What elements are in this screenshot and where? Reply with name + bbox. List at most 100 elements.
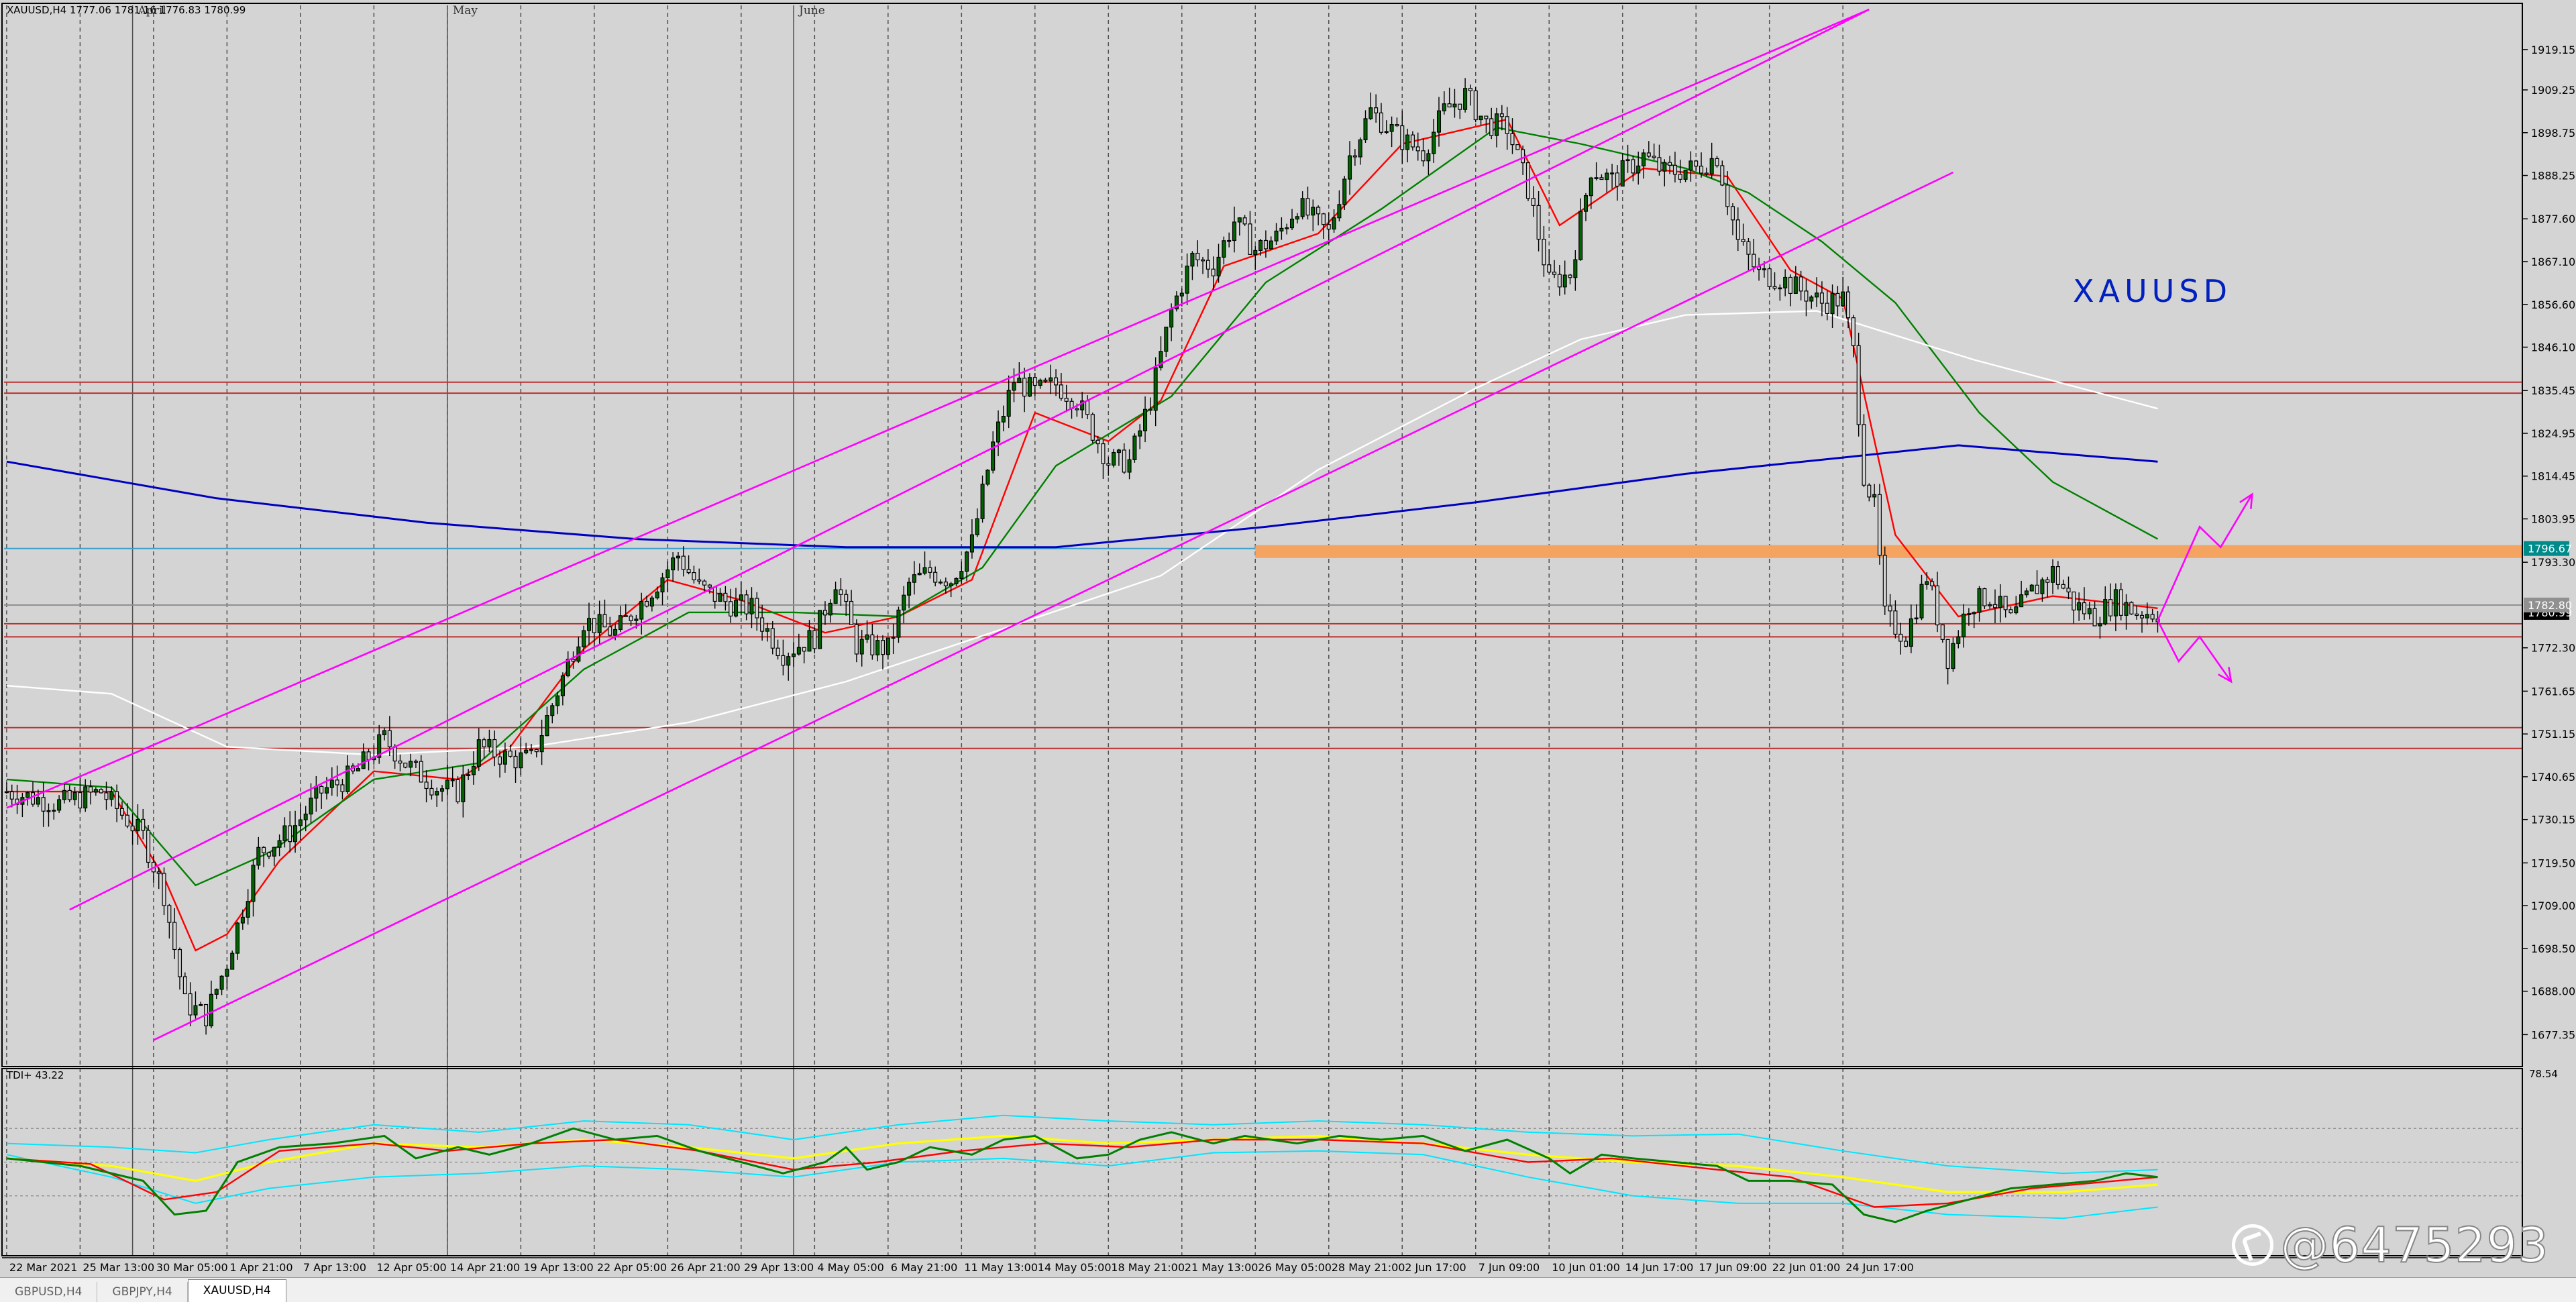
candle-body — [891, 637, 896, 639]
candle-body — [1835, 292, 1840, 307]
tick-label: 1751.15 — [2531, 728, 2575, 741]
candle-body — [938, 582, 943, 584]
candle-body — [1127, 459, 1132, 473]
tdi-fast-line — [6, 1127, 2158, 1224]
candle-body — [1342, 178, 1347, 205]
candle-body — [2077, 602, 2082, 611]
candle-body — [1872, 494, 1877, 498]
moving-average-line — [6, 126, 2159, 887]
tick-label: 1677.35 — [2531, 1028, 2575, 1041]
candle-body — [2045, 579, 2050, 583]
candle-body — [1295, 216, 1299, 220]
candle-body — [844, 594, 849, 602]
candle-body — [985, 470, 990, 485]
candle-body — [141, 818, 146, 831]
candle-body — [450, 779, 455, 781]
candle-body — [1263, 239, 1268, 250]
tab-gbpjpy[interactable]: GBPJPY,H4 — [97, 1282, 188, 1302]
watermark-text: @6475293 — [2279, 1216, 2549, 1274]
tick-label: 1730.15 — [2531, 814, 2575, 826]
price-tag-label: 1796.67 — [2528, 543, 2572, 555]
candle-body — [1799, 276, 1803, 292]
candle-body — [1321, 213, 1326, 225]
candle-body — [1179, 292, 1184, 296]
candle-body — [2019, 594, 2024, 608]
candle-body — [802, 647, 806, 652]
candle-body — [760, 617, 765, 632]
candle-body — [2040, 579, 2045, 594]
tdi-label: TDI+ 43.22 — [6, 1069, 64, 1081]
tab-gbpusd[interactable]: GBPUSD,H4 — [0, 1282, 98, 1302]
candle-body — [597, 614, 602, 633]
candle-body — [282, 825, 287, 841]
candle-body — [1379, 112, 1383, 133]
candle-body — [4, 791, 9, 794]
candle-body — [266, 852, 271, 857]
candle-body — [880, 640, 885, 655]
candle-body — [435, 791, 439, 796]
moving-average-line — [6, 118, 2158, 952]
candle-body — [602, 614, 607, 628]
candle-body — [1841, 291, 1845, 307]
candle-body — [246, 901, 250, 918]
time-label: 7 Apr 13:00 — [303, 1261, 366, 1274]
candle-body — [78, 792, 83, 809]
candle-body — [1783, 276, 1788, 288]
arrow-head — [2239, 492, 2253, 509]
candle-body — [775, 647, 780, 657]
candle-body — [188, 993, 193, 1016]
candle-body — [1095, 439, 1100, 445]
candle-body — [1006, 390, 1011, 417]
candle-body — [849, 600, 854, 625]
candle-body — [1678, 174, 1682, 180]
candle-body — [2087, 608, 2092, 614]
candle-body — [83, 786, 88, 809]
candles — [4, 78, 2160, 1035]
candle-body — [492, 739, 497, 758]
candle-body — [1945, 639, 1950, 669]
candle-body — [1914, 617, 1919, 620]
candle-body — [739, 594, 743, 601]
candle-body — [1620, 160, 1625, 187]
tab-xauusd[interactable]: XAUUSD,H4 — [187, 1279, 286, 1302]
candle-body — [1279, 227, 1284, 232]
candle-body — [1605, 172, 1609, 180]
projection-arrows — [2157, 492, 2253, 684]
candle-body — [949, 583, 953, 586]
candle-body — [1463, 88, 1468, 110]
candle-body — [1542, 238, 1546, 266]
time-label: 26 Apr 21:00 — [670, 1261, 740, 1274]
candle-body — [1547, 264, 1552, 273]
candle-body — [1049, 377, 1053, 382]
tick-label: 1846.10 — [2531, 341, 2575, 354]
candle-body — [1242, 217, 1247, 225]
candle-body — [1374, 107, 1379, 113]
candle-body — [749, 598, 754, 614]
time-label: 14 Jun 17:00 — [1625, 1261, 1694, 1274]
candle-body — [1956, 636, 1961, 644]
candle-body — [1352, 155, 1357, 158]
candle-body — [1882, 555, 1887, 607]
candle-body — [52, 810, 56, 812]
candle-body — [256, 847, 261, 866]
candle-body — [1888, 605, 1892, 612]
candle-body — [146, 830, 151, 863]
candle-body — [1573, 259, 1578, 278]
candle-body — [1174, 295, 1179, 310]
candle-body — [959, 571, 964, 580]
candle-body — [30, 792, 36, 805]
candle-body — [356, 768, 360, 771]
candle-body — [623, 615, 628, 617]
candle-body — [1358, 139, 1362, 158]
candle-body — [1489, 118, 1494, 136]
tick-label: 1761.65 — [2531, 685, 2575, 698]
candle-body — [1248, 223, 1252, 256]
candle-body — [1237, 217, 1242, 223]
supply-zone — [1255, 545, 2522, 558]
candle-body — [566, 659, 570, 677]
candle-body — [272, 847, 276, 857]
candle-body — [225, 969, 229, 977]
candle-body — [466, 774, 471, 776]
candle-body — [865, 634, 869, 640]
